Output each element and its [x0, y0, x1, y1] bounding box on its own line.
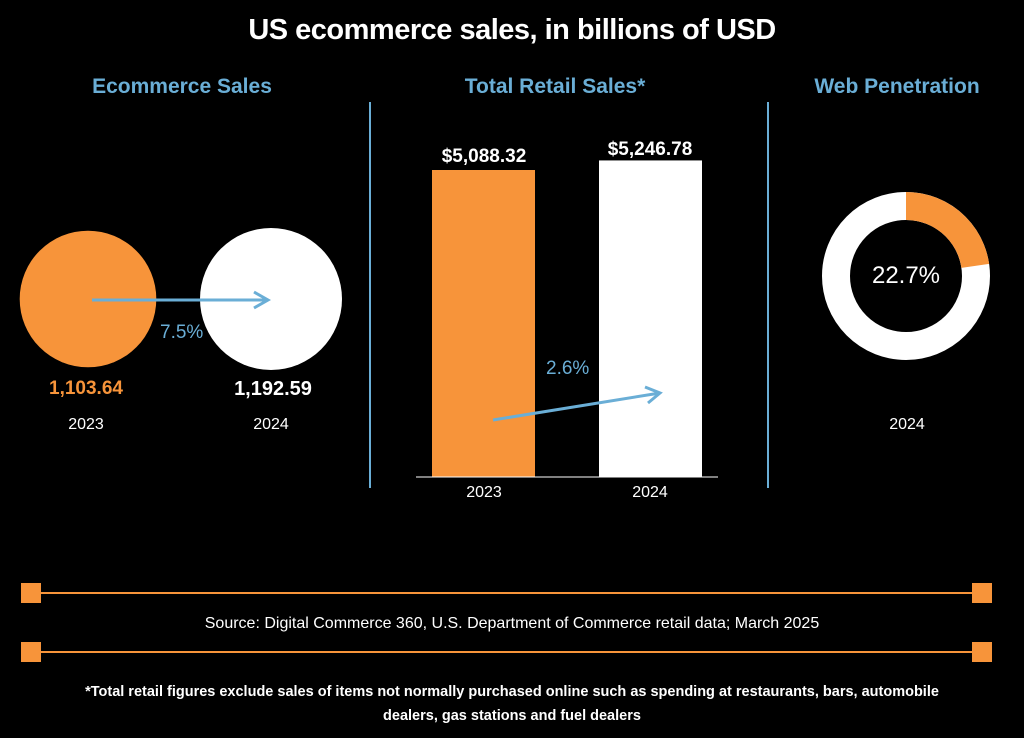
web-penetration-donut	[822, 192, 990, 360]
retail-growth-arrow	[492, 391, 661, 422]
separator-rules	[21, 583, 992, 662]
donut-slice	[906, 192, 990, 268]
ecommerce-growth-arrowhead	[253, 290, 272, 310]
rule-bottom-right-cap	[972, 642, 992, 662]
divider-left	[369, 102, 371, 488]
bar-2023	[432, 170, 535, 477]
source-text: Source: Digital Commerce 360, U.S. Depar…	[204, 615, 820, 632]
rule-top-left-cap	[21, 583, 41, 603]
footnote-text: *Total retail figures exclude sales of i…	[85, 684, 939, 724]
ecommerce-year-2023: 2023	[68, 416, 104, 433]
ecommerce-year-2024: 2024	[253, 416, 289, 433]
ecommerce-sales-title: Ecommerce Sales	[92, 75, 272, 98]
web-penetration-year: 2024	[889, 416, 925, 433]
total-retail-sales-title: Total Retail Sales*	[464, 75, 646, 98]
retail-bars	[416, 160, 718, 478]
divider-right	[767, 102, 769, 488]
bubble-2023	[19, 230, 157, 368]
retail-change-label: 2.6%	[546, 358, 590, 379]
retail-value-2024: $5,246.78	[607, 139, 693, 160]
ecommerce-change-label: 7.5%	[160, 322, 204, 343]
rule-bottom-left-cap	[21, 642, 41, 662]
bar-2024	[599, 160, 702, 477]
web-penetration-title: Web Penetration	[814, 75, 980, 98]
ecommerce-value-2024: 1,192.59	[234, 378, 312, 400]
retail-growth-arrowhead	[644, 385, 663, 405]
ecommerce-value-2023: 1,103.64	[49, 378, 123, 399]
bubble-2024	[200, 228, 342, 370]
retail-year-2024: 2024	[632, 484, 668, 501]
ecommerce-bubbles	[19, 228, 342, 370]
retail-year-2023: 2023	[466, 484, 502, 501]
rule-top-right-cap	[972, 583, 992, 603]
web-penetration-center-label: 22.7%	[871, 262, 941, 289]
retail-value-2023: $5,088.32	[441, 146, 527, 167]
page-title: US ecommerce sales, in billions of USD	[248, 14, 776, 46]
